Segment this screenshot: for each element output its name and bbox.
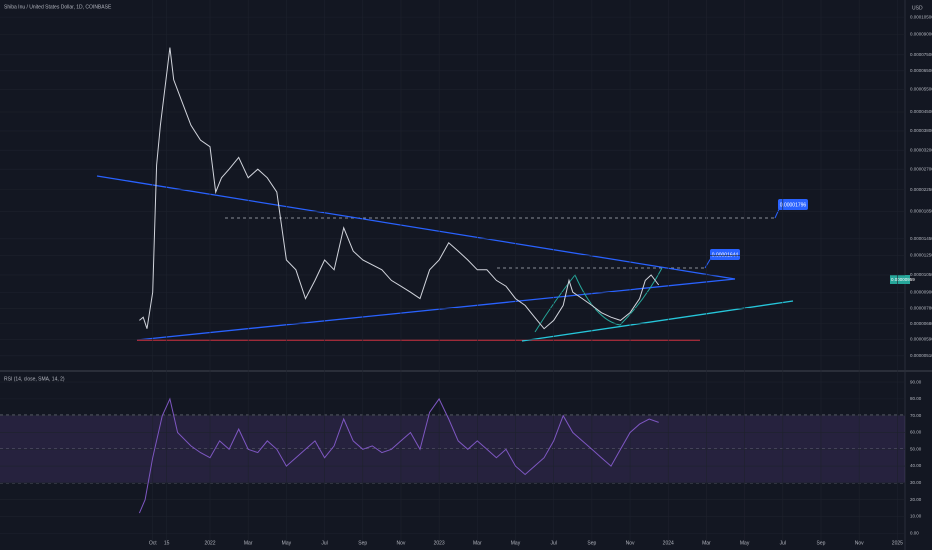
y-tick-label: 80.00: [910, 396, 922, 401]
pattern-curve: [534, 267, 663, 333]
y-tick-label: 0.00000590: [910, 337, 932, 342]
x-tick-label: Nov: [855, 540, 864, 546]
trend-line: [521, 300, 794, 342]
x-tick-label: May: [740, 540, 750, 546]
price-line: [139, 47, 660, 330]
x-tick-label: Jul: [550, 540, 556, 546]
x-tick-label: Jul: [780, 540, 786, 546]
x-tick-label: Sep: [358, 540, 367, 546]
y-tick-label: 0.00000680: [910, 321, 932, 326]
y-tick-label: 90.00: [910, 379, 922, 384]
x-tick-label: May: [282, 540, 292, 546]
x-tick-label: Nov: [626, 540, 635, 546]
y-tick-label: 60.00: [910, 430, 922, 435]
y-tick-label: 0.00000900: [910, 289, 932, 294]
y-tick-label: 0.00009000: [910, 32, 932, 37]
last-price: 0.00000959: [891, 277, 915, 282]
last-price-box: [890, 275, 910, 284]
y-tick-label: 20.00: [910, 497, 922, 502]
chart-title: Shiba Inu / United States Dollar, 1D, CO…: [4, 4, 112, 10]
y-tick-label: 0.00010500: [910, 14, 932, 19]
y-tick-label: 70.00: [910, 413, 922, 418]
annotation-box: [710, 249, 740, 260]
x-tick-label: May: [511, 540, 521, 546]
y-tick-label: 0.00001050: [910, 272, 932, 277]
x-tick-label: Nov: [396, 540, 405, 546]
annotation-box: [778, 199, 808, 210]
rsi-title: RSI (14, close, SMA, 14, 2): [4, 376, 65, 382]
y-tick-label: 0.00000780: [910, 305, 932, 310]
x-tick-label: 2024: [663, 540, 674, 546]
y-tick-label: 0.00001850: [910, 209, 932, 214]
x-tick-label: Mar: [244, 540, 253, 546]
y-tick-label: 0.00005500: [910, 87, 932, 92]
price-line: [138, 397, 659, 514]
x-tick-label: Sep: [817, 540, 826, 546]
x-tick-label: Oct: [149, 540, 157, 546]
y-tick-label: 30.00: [910, 480, 922, 485]
y-tick-label: 0.00001450: [910, 236, 932, 241]
x-tick-label: Sep: [587, 540, 596, 546]
y-tick-label: 0.00001250: [910, 253, 932, 258]
callout-pointer: [704, 257, 712, 269]
y-tick-label: 10.00: [910, 514, 922, 519]
y-tick-label: 0.00004500: [910, 109, 932, 114]
y-tick-label: 50.00: [910, 446, 922, 451]
y-tick-label: 0.00002700: [910, 166, 932, 171]
x-tick-label: Mar: [702, 540, 711, 546]
trend-line: [96, 175, 736, 280]
x-tick-label: 2022: [204, 540, 215, 546]
y-tick-label: 0.00000510: [910, 353, 932, 358]
x-tick-label: 2025: [892, 540, 903, 546]
x-tick-label: 15: [164, 540, 170, 546]
axis-label: USD: [912, 5, 923, 11]
y-tick-label: 0.00: [910, 530, 919, 535]
x-tick-label: Jul: [321, 540, 327, 546]
y-tick-label: 0.00003200: [910, 147, 932, 152]
y-tick-label: 0.00002250: [910, 187, 932, 192]
trend-line: [136, 278, 736, 341]
price-pane: [0, 0, 905, 370]
y-tick-label: 0.00006500: [910, 68, 932, 73]
x-tick-label: 2023: [434, 540, 445, 546]
y-tick-label: 40.00: [910, 463, 922, 468]
y-tick-label: 0.00007500: [910, 52, 932, 57]
annotation: 0.00001796: [780, 202, 807, 208]
x-tick-label: Mar: [473, 540, 482, 546]
y-tick-label: 0.00003800: [910, 128, 932, 133]
